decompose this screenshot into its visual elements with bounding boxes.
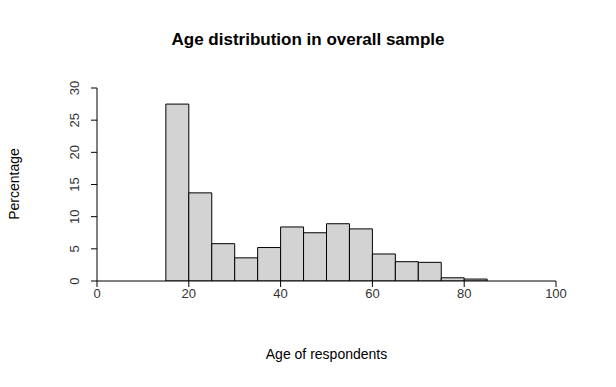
svg-text:20: 20: [67, 145, 82, 159]
html-text:Age of respondents: Age of respondents: [265, 346, 388, 362]
svg-text:10: 10: [67, 209, 82, 223]
svg-text:30: 30: [67, 81, 82, 95]
svg-text:100: 100: [545, 286, 567, 301]
svg-text:15: 15: [67, 177, 82, 191]
svg-text:60: 60: [365, 286, 379, 301]
svg-text:5: 5: [67, 245, 82, 252]
html-text:Age distribution in overall sa: Age distribution in overall sample: [171, 30, 445, 49]
svg-text:0: 0: [67, 277, 82, 284]
svg-text:40: 40: [273, 286, 287, 301]
svg-text:80: 80: [457, 286, 471, 301]
html-text:Percentage: Percentage: [6, 148, 22, 220]
svg-text:0: 0: [93, 286, 100, 301]
svg-text:25: 25: [67, 113, 82, 127]
svg-text:20: 20: [182, 286, 196, 301]
